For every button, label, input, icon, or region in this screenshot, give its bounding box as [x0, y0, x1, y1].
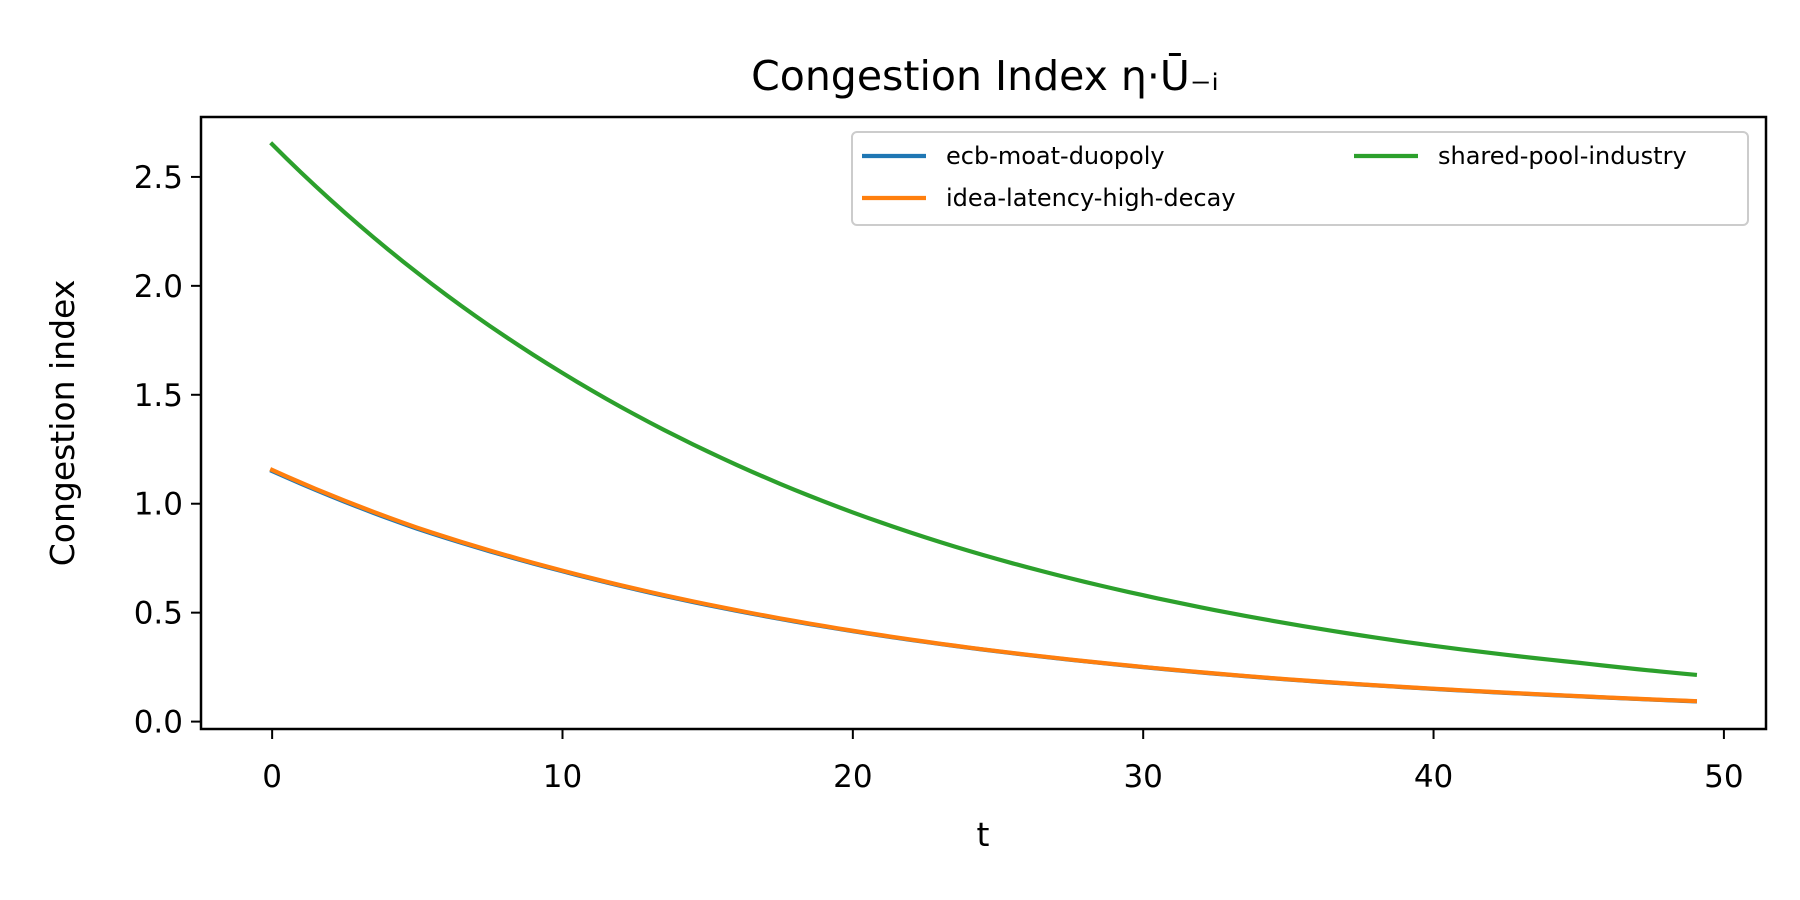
x-tick-label: 20 — [833, 759, 872, 795]
legend: ecb-moat-duopoly idea-latency-high-decay s… — [851, 131, 1749, 226]
y-axis: 0.0 0.5 1.0 1.5 2.0 2.5 — [134, 160, 201, 741]
legend-box — [851, 131, 1749, 226]
y-axis-label: Congestion index — [43, 280, 82, 567]
y-tick-label: 2.5 — [134, 160, 183, 196]
chart-title: Congestion Index η·Ū₋ᵢ — [751, 52, 1219, 100]
legend-label-shared-pool-industry: shared-pool-industry — [1438, 142, 1687, 170]
plot-series-group — [269, 141, 1698, 704]
series-line-shared-pool-industry — [269, 141, 1698, 678]
x-axis: 0 10 20 30 40 50 — [262, 729, 1744, 795]
y-tick-label: 0.0 — [134, 705, 183, 741]
y-tick-label: 0.5 — [134, 596, 183, 632]
x-tick-label: 50 — [1704, 759, 1743, 795]
x-tick-label: 30 — [1123, 759, 1162, 795]
legend-label-ecb-moat-duopoly: ecb-moat-duopoly — [946, 142, 1165, 170]
legend-label-idea-latency-high-decay: idea-latency-high-decay — [946, 184, 1236, 212]
y-tick-label: 1.0 — [134, 487, 183, 523]
x-tick-label: 10 — [543, 759, 582, 795]
series-line-ecb-moat-duopoly — [269, 468, 1698, 704]
plot-frame — [199, 115, 1768, 731]
x-axis-label: t — [977, 815, 990, 854]
x-tick-label: 40 — [1414, 759, 1453, 795]
y-tick-label: 2.0 — [134, 269, 183, 305]
x-tick-label: 0 — [262, 759, 282, 795]
series-line-idea-latency-high-decay — [269, 467, 1698, 704]
y-tick-label: 1.5 — [134, 378, 183, 414]
